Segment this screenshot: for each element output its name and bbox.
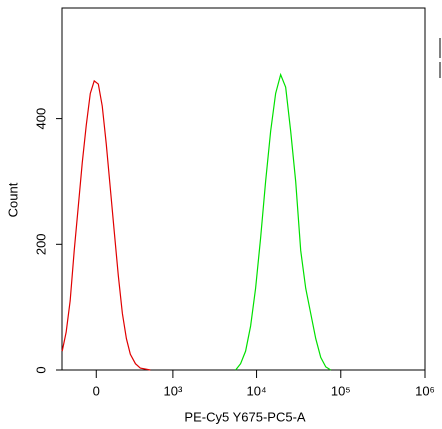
- y-tick-label: 400: [33, 108, 48, 130]
- x-axis-label: PE-Cy5 Y675-PC5-A: [184, 409, 305, 424]
- histogram-line: [235, 72, 332, 371]
- y-axis-label: Count: [5, 182, 20, 217]
- x-tick-label: 10⁵: [331, 383, 351, 398]
- x-tick-label: 0: [93, 383, 100, 398]
- x-tick-label: 10⁴: [247, 383, 267, 398]
- plot-frame: [61, 7, 426, 371]
- x-tick-label: 10⁶: [415, 383, 435, 398]
- histogram-line: [61, 79, 151, 371]
- y-tick-label: 200: [33, 233, 48, 255]
- y-tick-label: 0: [33, 366, 48, 373]
- x-tick-label: 10³: [163, 383, 182, 398]
